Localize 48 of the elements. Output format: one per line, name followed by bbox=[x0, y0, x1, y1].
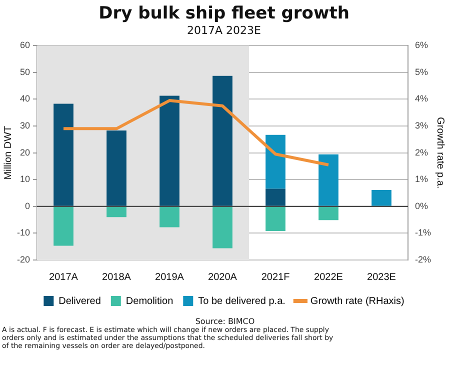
x-tick-label: 2021F bbox=[261, 272, 290, 283]
y-tick-label: -10 bbox=[16, 228, 30, 238]
y-tick-label: 30 bbox=[20, 120, 30, 130]
bar bbox=[160, 206, 180, 228]
x-tick-label: 2020A bbox=[208, 272, 238, 283]
y-tick-label: 10 bbox=[20, 174, 30, 184]
bar bbox=[212, 206, 232, 248]
y2-tick-label: -1% bbox=[414, 228, 432, 238]
bar bbox=[212, 76, 232, 206]
legend-label: Delivered bbox=[58, 296, 101, 307]
chart-title: Dry bulk ship fleet growth bbox=[98, 4, 350, 24]
y-axis-title: Million DWT bbox=[2, 126, 14, 180]
bar bbox=[318, 154, 338, 206]
bar bbox=[54, 104, 74, 206]
bar bbox=[266, 134, 286, 189]
bar bbox=[106, 130, 126, 206]
y2-tick-label: 3% bbox=[414, 120, 428, 130]
y2-tick-label: 0% bbox=[414, 200, 428, 211]
legend-label: To be delivered p.a. bbox=[198, 296, 286, 307]
bar bbox=[318, 206, 338, 220]
bar bbox=[106, 206, 126, 218]
legend-label: Demolition bbox=[126, 296, 174, 307]
y2-tick-label: 4% bbox=[414, 94, 428, 104]
y-tick-label: 0 bbox=[24, 200, 30, 211]
bar bbox=[266, 206, 286, 232]
x-tick-label: 2018A bbox=[102, 272, 132, 283]
x-tick-label: 2023E bbox=[367, 272, 396, 283]
y2-tick-label: 1% bbox=[414, 174, 428, 184]
y-tick-label: -20 bbox=[16, 254, 30, 264]
y-tick-label: 40 bbox=[20, 94, 30, 104]
y2-tick-label: 6% bbox=[414, 40, 428, 50]
x-tick-label: 2019A bbox=[155, 272, 184, 283]
bar bbox=[266, 188, 286, 206]
legend-label: Growth rate (RHaxis) bbox=[310, 296, 404, 307]
source-note: Source: BIMCO bbox=[194, 317, 256, 326]
bar bbox=[372, 190, 392, 206]
y2-tick-label: 5% bbox=[414, 66, 428, 77]
y-tick-label: 50 bbox=[20, 66, 30, 77]
y2-axis-title: Growth rate p.a. bbox=[434, 116, 446, 189]
y-tick-label: 20 bbox=[20, 147, 30, 158]
y2-tick-label: -2% bbox=[414, 254, 432, 264]
y2-tick-label: 2% bbox=[414, 147, 428, 158]
x-tick-label: 2022E bbox=[314, 272, 344, 283]
y-tick-label: 60 bbox=[20, 40, 30, 50]
x-tick-label: 2017A bbox=[49, 272, 78, 283]
bar bbox=[54, 206, 74, 246]
chart-subtitle: 2017A 2023E bbox=[187, 24, 262, 37]
bar bbox=[160, 96, 180, 206]
